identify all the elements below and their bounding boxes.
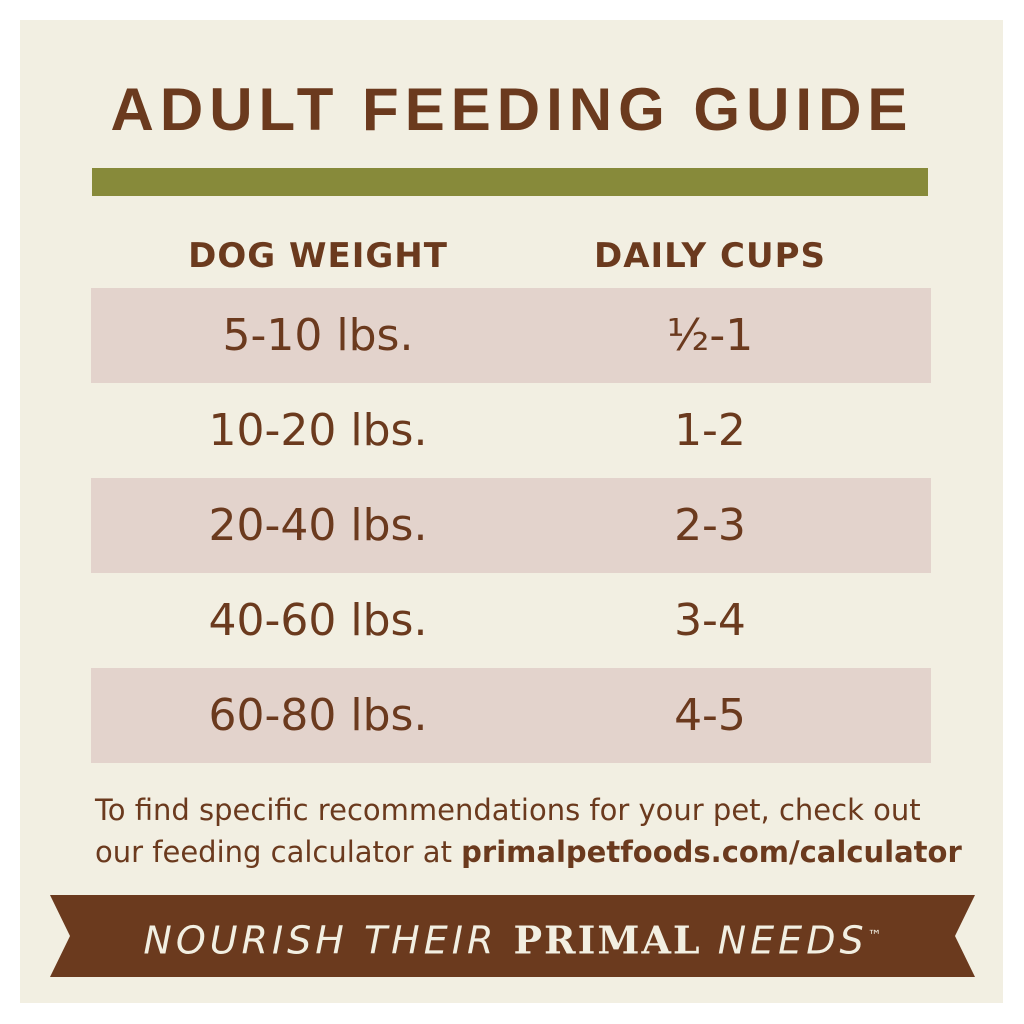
table-cell: 2-3	[674, 500, 746, 551]
table-row: 60-80 lbs. 4-5	[91, 668, 931, 763]
title: ADULT FEEDING GUIDE	[110, 76, 914, 143]
table-cell: 20-40 lbs.	[208, 500, 428, 551]
column-header: DAILY CUPS	[594, 236, 826, 276]
column-header: DOG WEIGHT	[188, 236, 448, 276]
banner-ribbon	[50, 895, 975, 977]
table-cell: 4-5	[674, 690, 746, 741]
footer-text: our feeding calculator at primalpetfoods…	[95, 832, 962, 872]
banner-brand: PRIMAL	[513, 917, 702, 963]
footer-link: primalpetfoods.com/calculator	[461, 835, 962, 869]
divider-bar	[92, 168, 928, 196]
trademark: ™	[867, 928, 882, 944]
footer-text: To find specific recommendations for you…	[95, 793, 921, 827]
table-row: 5-10 lbs. ½-1	[91, 288, 931, 383]
table-row: 20-40 lbs. 2-3	[91, 478, 931, 573]
banner-lead: NOURISH THEIR	[143, 918, 498, 963]
footer-text: our feeding calculator at	[95, 835, 452, 869]
table-cell: 40-60 lbs.	[208, 595, 428, 646]
table-cell: 3-4	[674, 595, 746, 646]
banner-text: NOURISH THEIR PRIMAL NEEDS™	[50, 895, 975, 977]
table-cell: 1-2	[674, 405, 746, 456]
table-cell: ½-1	[666, 310, 754, 361]
table-cell: 5-10 lbs.	[222, 310, 414, 361]
table-cell: 60-80 lbs.	[208, 690, 428, 741]
table-cell: 10-20 lbs.	[208, 405, 428, 456]
banner-tail: NEEDS	[717, 918, 868, 963]
table-row: 40-60 lbs. 3-4	[91, 573, 931, 668]
table-row: 10-20 lbs. 1-2	[91, 383, 931, 478]
